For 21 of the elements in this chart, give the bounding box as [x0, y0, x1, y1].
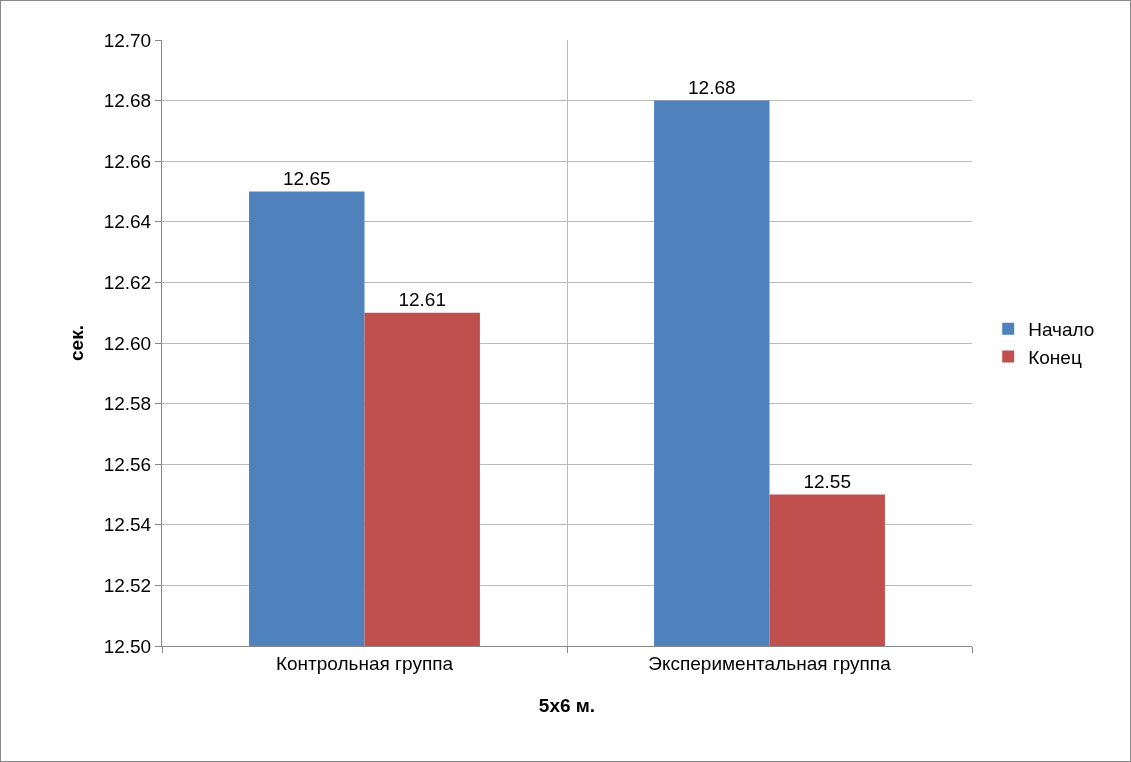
y-tick-label: 12.70 — [103, 29, 152, 51]
data-label: 12.55 — [803, 470, 851, 492]
y-tick-label: 12.66 — [103, 150, 152, 172]
y-tick-label: 12.68 — [103, 90, 152, 112]
y-tick-label: 12.54 — [103, 514, 152, 536]
data-label: 12.68 — [688, 76, 736, 98]
y-tick-label: 12.56 — [103, 453, 152, 475]
data-label: 12.65 — [283, 167, 331, 189]
y-tick-label: 12.60 — [103, 332, 152, 354]
x-tick-label: Контрольная группа — [275, 652, 454, 674]
legend-label: Начало — [1028, 319, 1095, 341]
x-axis-title: 5x6 м. — [538, 694, 596, 716]
y-tick-label: 12.62 — [103, 272, 152, 294]
y-tick-label: 12.52 — [103, 575, 152, 597]
x-tick-label: Экспериментальная группа — [648, 652, 892, 674]
y-axis-title: сек. — [65, 325, 87, 361]
y-tick-label: 12.50 — [103, 635, 152, 657]
data-label: 12.61 — [398, 288, 446, 310]
y-tick-label: 12.64 — [103, 211, 152, 233]
legend-label: Конец — [1028, 346, 1082, 368]
y-tick-label: 12.58 — [103, 393, 152, 415]
